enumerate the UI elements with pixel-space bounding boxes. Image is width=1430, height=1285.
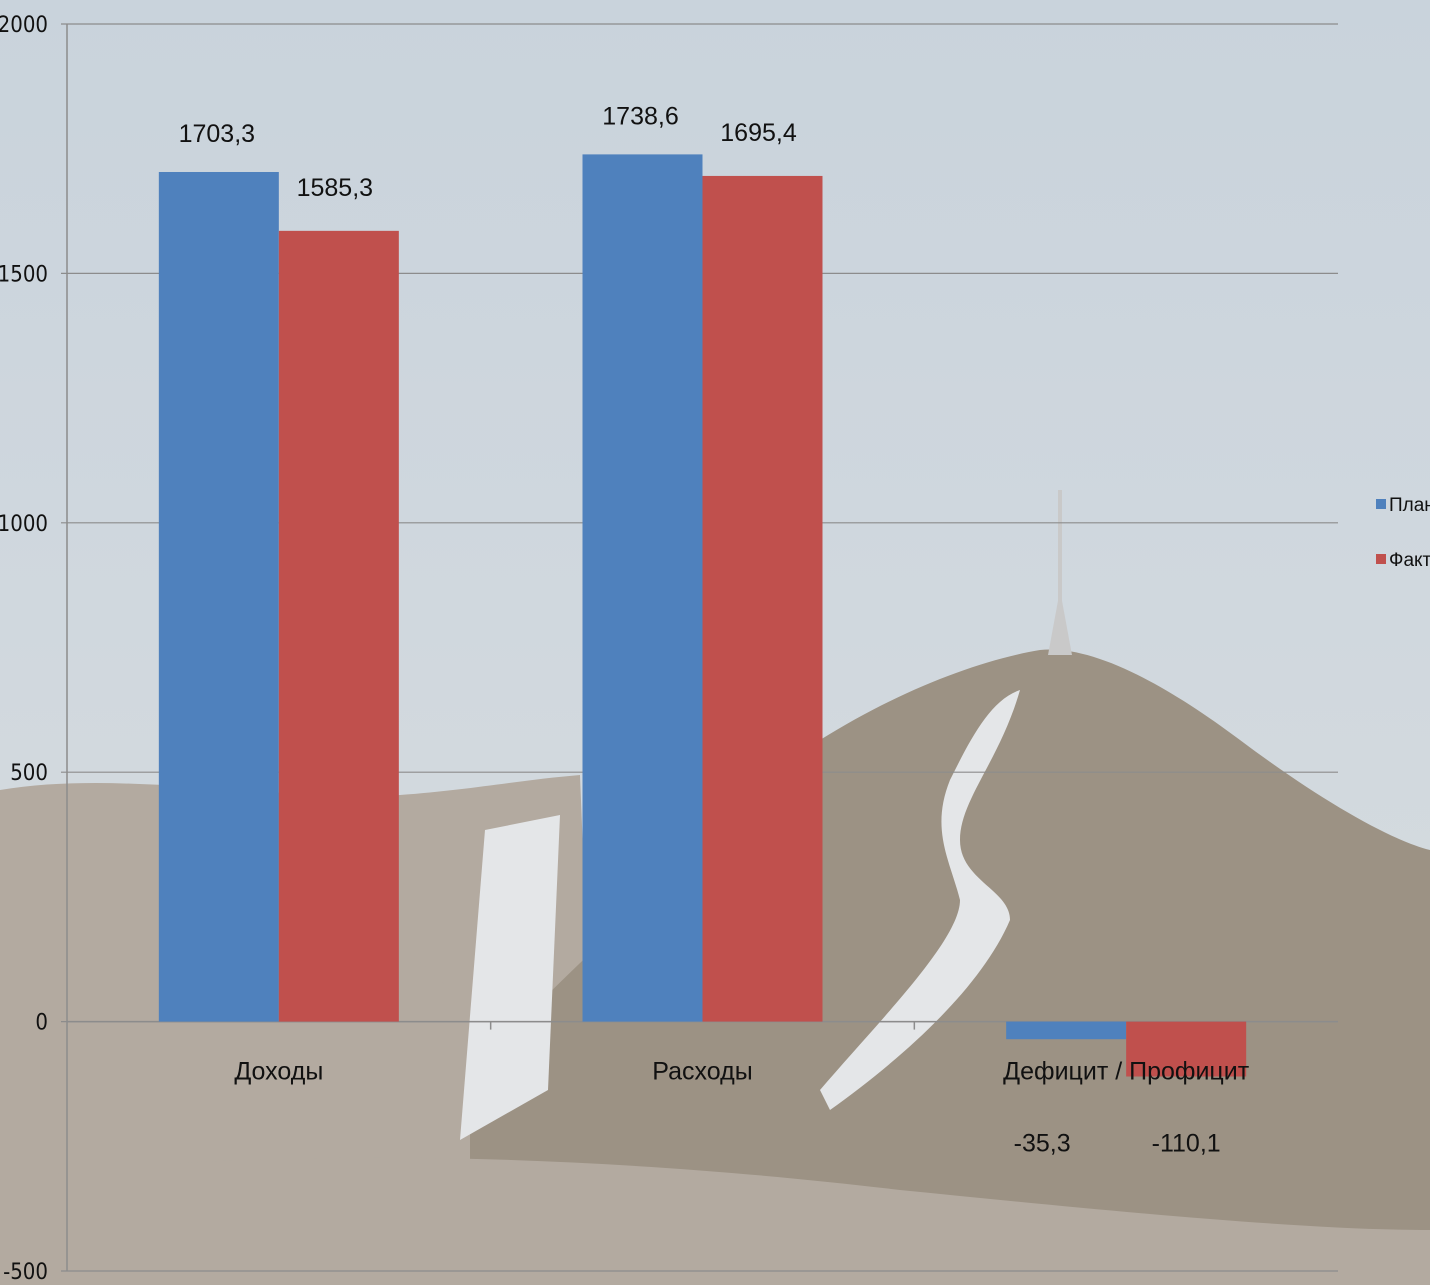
labels: -500 0 500 1000 1500 2000 Доходы Расходы Дефицит… (0, 13, 1250, 1285)
legend: План Факт (1376, 495, 1430, 571)
legend-label: План (1389, 495, 1430, 516)
bar-plan-0 (158, 171, 279, 1022)
data-label: 1585,3 (297, 174, 373, 202)
legend-swatch-plan (1376, 499, 1386, 509)
data-label: 1695,4 (720, 119, 797, 147)
radio-tower-base (1048, 590, 1072, 655)
y-tick-label: 500 (10, 761, 48, 786)
bar-fact-0 (278, 230, 399, 1022)
y-tick-label: 1000 (0, 512, 48, 537)
data-label: -35,3 (1014, 1130, 1071, 1158)
category-label: Расходы (652, 1058, 752, 1086)
y-tick-label: 0 (35, 1011, 48, 1036)
y-tick-label: -500 (3, 1260, 48, 1285)
bars (158, 154, 1247, 1077)
data-label: 1703,3 (179, 120, 255, 148)
bar-fact-2 (1126, 1021, 1247, 1077)
bar-plan-2 (1006, 1021, 1127, 1040)
y-tick-label: 1500 (0, 262, 48, 287)
bar-plan-1 (582, 154, 703, 1022)
category-label: Дефицит / Профицит (1003, 1058, 1250, 1086)
mountain (380, 649, 1430, 1285)
y-tick-label: 2000 (0, 13, 48, 38)
ski-run (460, 815, 560, 1140)
legend-label: Факт (1389, 550, 1430, 571)
data-label: 1738,6 (602, 102, 678, 130)
category-label: Доходы (234, 1058, 323, 1086)
foreground-slope (0, 1157, 1430, 1285)
bar-fact-1 (702, 175, 823, 1022)
legend-swatch-fact (1376, 554, 1386, 564)
data-label: -110,1 (1152, 1130, 1221, 1158)
ski-run (820, 690, 1020, 1110)
